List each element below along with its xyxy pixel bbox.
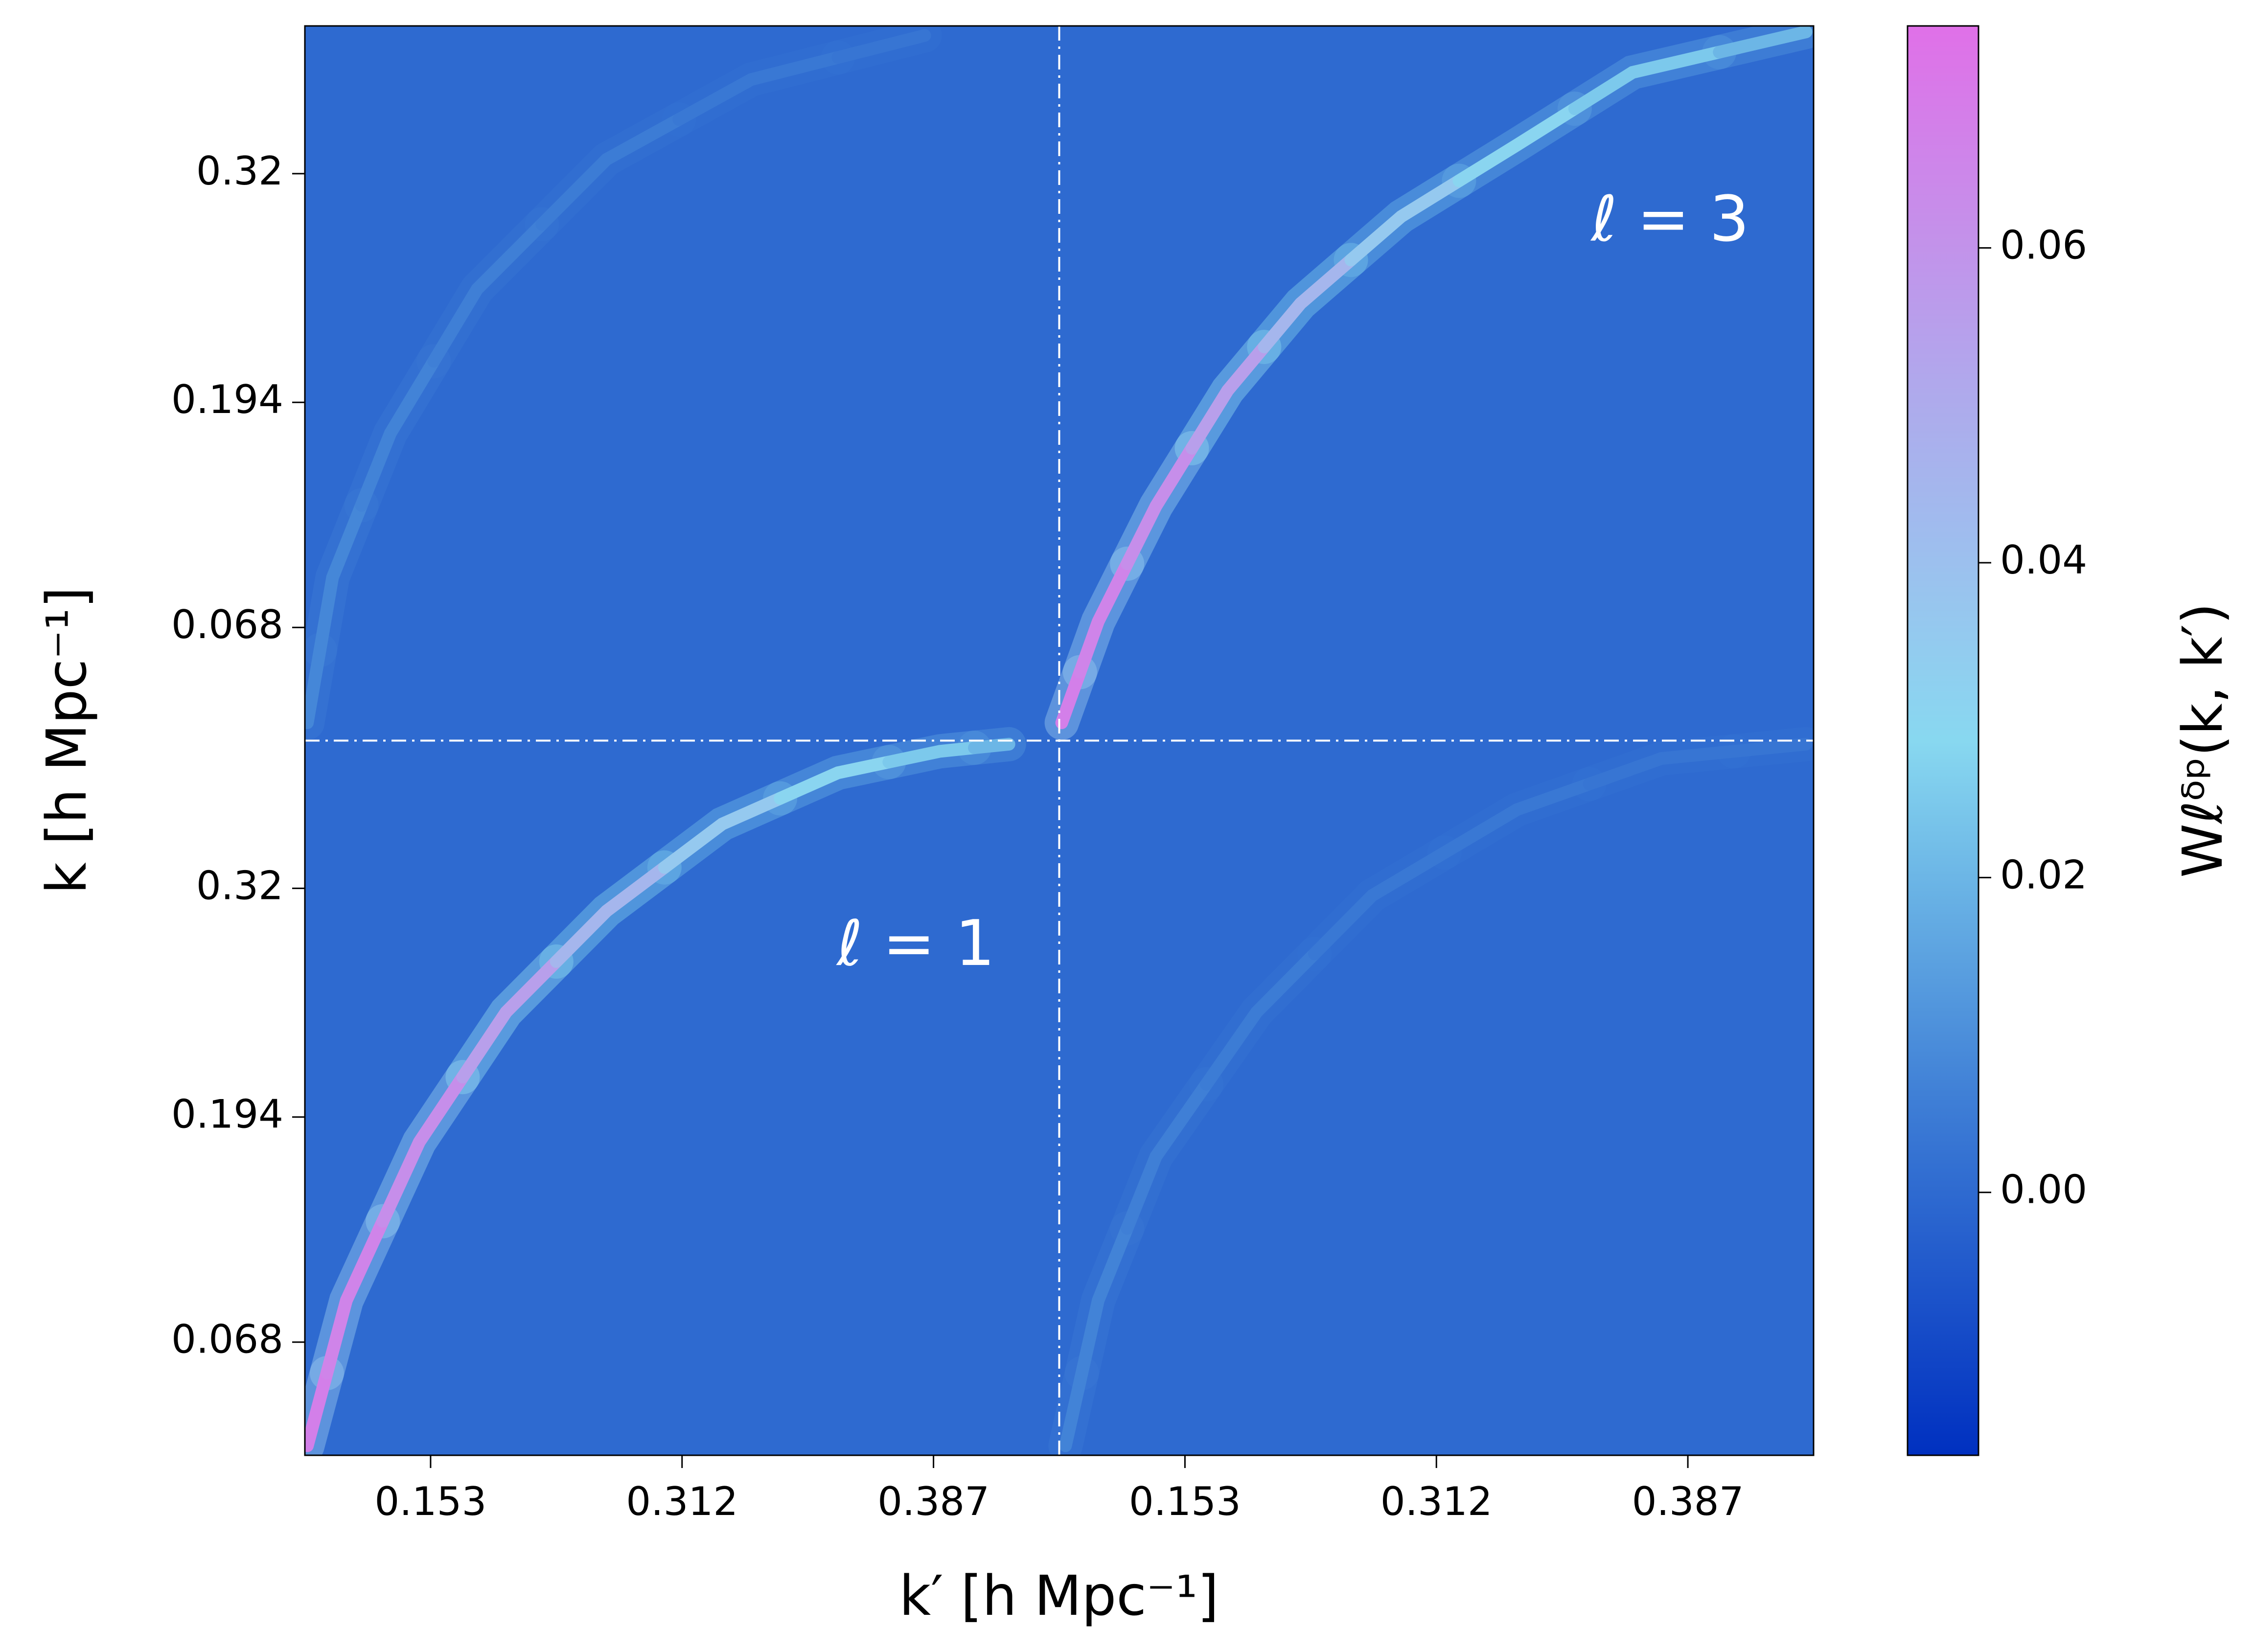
y-tick-label: 0.32 (196, 148, 283, 194)
ridge-segment (1059, 1367, 1088, 1452)
colorbar-label: Wℓᵟᵖ(k, k′) (2171, 603, 2235, 878)
y-tick-label: 0.068 (171, 1317, 283, 1362)
ridge-segment (968, 737, 1015, 755)
ridge-segment (1583, 745, 1740, 791)
y-tick-label: 0.194 (171, 377, 283, 422)
ridge-segment (1121, 441, 1198, 571)
x-tick-label: 0.153 (1129, 1479, 1241, 1524)
x-tick-label: 0.387 (877, 1479, 989, 1524)
y-tick-label: 0.32 (196, 863, 283, 908)
x-tick-label: 0.387 (1632, 1479, 1744, 1524)
y-tick-label: 0.068 (171, 602, 283, 647)
ridge-segment (831, 29, 931, 64)
ridge-segment (1727, 737, 1813, 758)
ridge-segment (1258, 253, 1357, 354)
colorbar (1907, 25, 1979, 1456)
ridge-segment (1438, 778, 1596, 859)
ridge-segment (535, 113, 686, 231)
ridge-segment (1075, 1222, 1134, 1380)
ridge-segment (305, 1367, 333, 1452)
ridge-segment (1073, 557, 1134, 679)
ridge-segment (774, 756, 896, 805)
colorbar-tick-label: 0.00 (2000, 1167, 2087, 1213)
ridge-segment (427, 218, 549, 368)
ridges (305, 26, 1814, 1455)
x-axis-label: k′ [h Mpc⁻¹] (899, 1564, 1219, 1628)
ridge-segment (1121, 1078, 1213, 1235)
ridge-segment (376, 1071, 469, 1228)
ridge-segment (1055, 665, 1086, 729)
ridge-segment (1185, 341, 1271, 455)
ridge-segment (658, 792, 787, 874)
ridge-segment (305, 643, 326, 729)
y-tick-label: 0.194 (171, 1092, 283, 1137)
x-tick-label: 0.312 (1380, 1479, 1493, 1524)
plot-frame (304, 25, 1815, 1456)
x-tick-label: 0.153 (374, 1479, 486, 1524)
ridge-segment (1713, 26, 1813, 59)
ridge-segment (320, 1215, 390, 1380)
ridge-segment (550, 861, 671, 968)
ridge-segment (672, 51, 845, 126)
ridge-segment (1344, 174, 1466, 267)
annotation: ℓ = 1 (836, 907, 995, 980)
ridge-segment (456, 955, 563, 1084)
ridge-segment (313, 499, 368, 657)
ridge-segment (882, 741, 981, 769)
y-axis-label: k [h Mpc⁻¹] (35, 587, 99, 894)
colorbar-tick-label: 0.04 (2000, 537, 2087, 583)
ridge-segment (1200, 947, 1321, 1091)
x-tick-label: 0.312 (626, 1479, 738, 1524)
colorbar-tick-label: 0.06 (2000, 223, 2087, 268)
ridge-segment (355, 355, 440, 512)
ridge-segment (1568, 46, 1726, 115)
ridge-segment (1452, 102, 1581, 187)
annotation: ℓ = 3 (1590, 183, 1749, 255)
ridge-segment (1308, 846, 1451, 961)
colorbar-tick-label: 0.02 (2000, 852, 2087, 897)
